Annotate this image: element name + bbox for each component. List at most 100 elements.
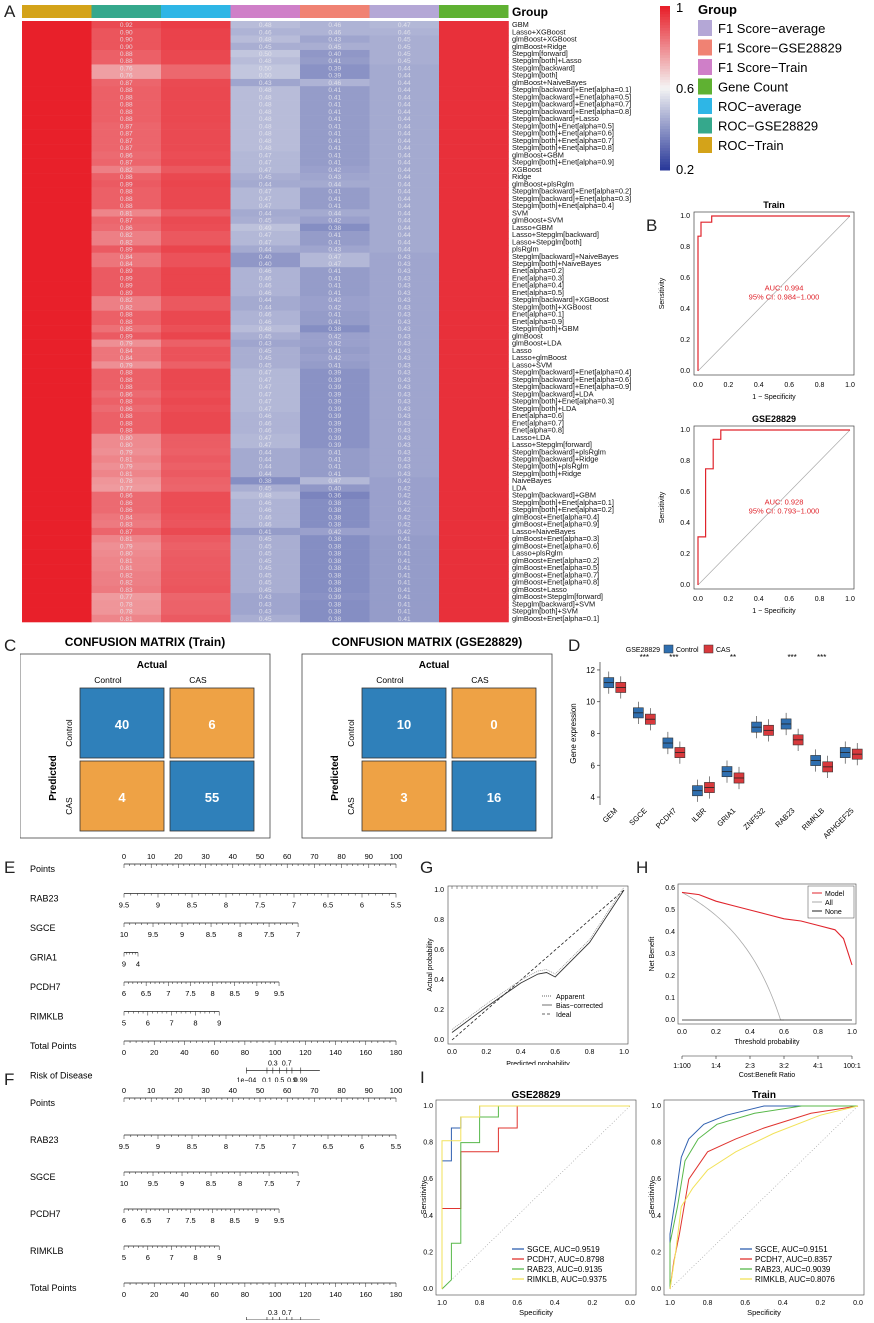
heatmap-cell [300, 21, 370, 29]
gene-roc-legend-label: RIMKLB, AUC=0.8076 [755, 1275, 835, 1284]
heatmap-cell [230, 578, 301, 587]
heatmap-value: 0.45 [398, 44, 411, 51]
heatmap-value: 0.42 [398, 529, 411, 536]
heatmap-cell [91, 173, 162, 181]
legend-label: ROC−GSE28829 [718, 119, 818, 134]
heatmap-cell [369, 238, 440, 246]
gene-roc-legend-label: RIMKLB, AUC=0.9375 [527, 1275, 607, 1284]
heatmap-value: 0.43 [259, 601, 272, 608]
heatmap-value: 0.47 [259, 232, 272, 239]
heatmap-value: 0.87 [120, 160, 133, 167]
heatmap-cell [439, 71, 509, 80]
heatmap-cell [22, 469, 92, 478]
heatmap-value: 0.47 [259, 435, 272, 442]
calib-x-tick: 0.8 [585, 1049, 595, 1056]
heatmap-cell [91, 513, 162, 521]
heatmap-cell [369, 535, 440, 543]
heatmap-cell [439, 433, 509, 442]
heatmap-cell [161, 375, 231, 384]
heatmap-value: 0.46 [259, 413, 272, 420]
heatmap-value: 0.48 [259, 131, 272, 138]
heatmap-cell [300, 354, 370, 362]
heatmap-cell [439, 245, 509, 254]
heatmap-cell [91, 412, 162, 420]
heatmap-cell [161, 49, 231, 58]
heatmap-row-label: glmBoost+Enet[alpha=0.7] [512, 570, 599, 579]
heatmap-cell [230, 230, 301, 239]
heatmap-cell [230, 281, 301, 290]
heatmap-cell [369, 194, 440, 203]
heatmap-cell [91, 274, 162, 282]
heatmap-value: 0.43 [398, 304, 411, 311]
heatmap-cell [300, 259, 370, 268]
heatmap-cell [230, 339, 301, 348]
heatmap-cell [439, 520, 509, 529]
nomogram-tick-label: 0 [122, 1048, 126, 1057]
heatmap-cell [91, 549, 162, 558]
confusion-cell [361, 760, 447, 832]
heatmap-cell [161, 571, 231, 579]
heatmap-cell [91, 571, 162, 579]
heatmap-row-label: glmBoost+Ridge [512, 42, 566, 51]
panel-letter-b: B [646, 216, 658, 235]
heatmap-cell [369, 144, 440, 152]
heatmap-value: 0.43 [398, 377, 411, 384]
gene-roc-frame [663, 1099, 865, 1296]
heatmap-value: 0.42 [398, 500, 411, 507]
heatmap-cell [439, 281, 509, 290]
heatmap-value: 0.44 [398, 167, 411, 174]
gene-roc-x-tick: 0.0 [625, 1300, 635, 1307]
heatmap-cell [161, 136, 231, 145]
heatmap-cell [439, 390, 509, 398]
heatmap-cell [439, 100, 509, 109]
heatmap-cell [369, 346, 440, 355]
heatmap-value: 0.45 [398, 37, 411, 44]
roc-y-tick: 1.0 [680, 213, 690, 220]
nomogram-tick-label: 0.3 [268, 1310, 278, 1317]
heatmap-value: 0.38 [328, 514, 341, 521]
dca-all-curve [681, 892, 784, 1021]
heatmap-cell [369, 223, 440, 232]
colorbar-segment [660, 129, 670, 133]
heatmap-cell [22, 607, 92, 616]
heatmap-cell [369, 35, 440, 44]
gene-roc-x-tick: 0.4 [778, 1300, 788, 1307]
heatmap-value: 0.44 [398, 80, 411, 87]
heatmap-cell [91, 259, 162, 268]
heatmap-value: 0.43 [398, 420, 411, 427]
heatmap-value: 0.43 [398, 370, 411, 377]
gene-roc-ylabel: Sensitivity [420, 1180, 428, 1214]
calib-ideal [451, 889, 625, 1041]
heatmap-value: 0.82 [120, 167, 133, 174]
colorbar-segment [660, 71, 670, 75]
heatmap-cell [161, 115, 231, 123]
heatmap-value: 0.83 [120, 587, 133, 594]
heatmap-value: 0.45 [259, 543, 272, 550]
heatmap-cell [161, 86, 231, 94]
heatmap-cell [300, 578, 370, 587]
heatmap-cell [22, 549, 92, 558]
heatmap-cell [161, 593, 231, 601]
heatmap-value: 0.47 [259, 239, 272, 246]
heatmap-value: 0.41 [398, 609, 411, 616]
heatmap-cell [300, 564, 370, 572]
dca-xlabel: Threshold probability [735, 1039, 800, 1046]
roc-x-tick: 0.0 [693, 596, 703, 603]
dca-ratio-tick: 2:3 [745, 1063, 755, 1070]
heatmap-value: 0.90 [120, 37, 133, 44]
heatmap-cell [230, 296, 301, 304]
gene-roc-legend-label: PCDH7, AUC=0.8798 [527, 1255, 605, 1264]
heatmap-cell [91, 354, 162, 362]
nomogram-tick-label: 160 [360, 1290, 373, 1299]
heatmap-cell [91, 419, 162, 427]
colorbar-segment [660, 90, 670, 94]
gene-roc-y-tick: 0.6 [651, 1176, 661, 1183]
heatmap-cell [439, 354, 509, 362]
heatmap-value: 0.38 [328, 326, 341, 333]
heatmap-cell [439, 325, 509, 333]
gene-roc-legend-label: SGCE, AUC=0.9519 [527, 1245, 600, 1254]
boxplot-y-tick: 4 [591, 793, 596, 802]
heatmap-cell [300, 64, 370, 72]
heatmap-cell [369, 267, 440, 275]
